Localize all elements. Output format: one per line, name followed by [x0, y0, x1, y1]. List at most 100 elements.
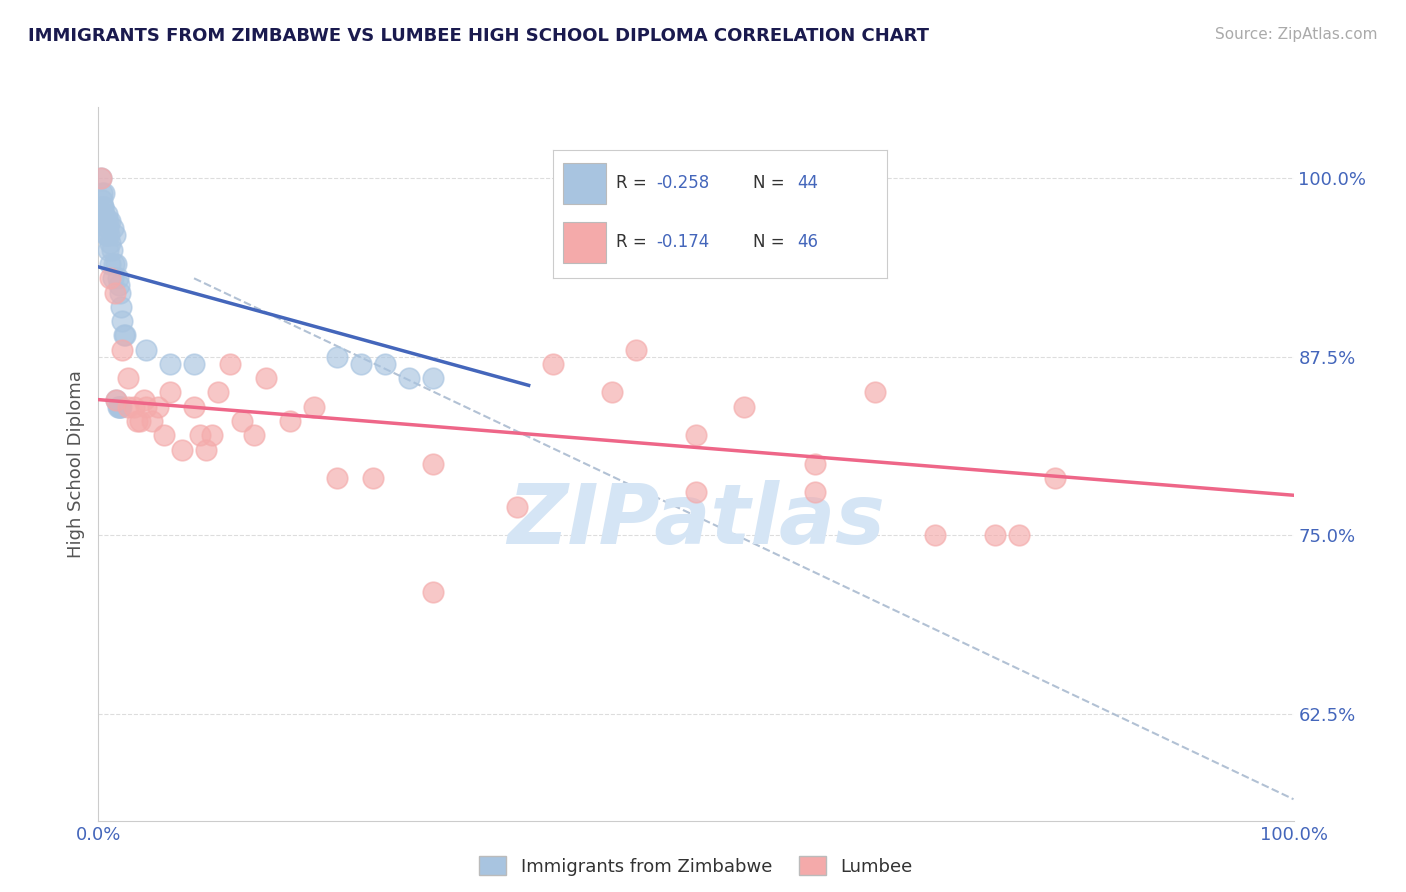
Point	[135, 343, 157, 357]
Point	[94, 228, 117, 243]
Text: N =: N =	[754, 234, 790, 252]
Point	[107, 400, 129, 414]
Point	[302, 400, 325, 414]
Point	[93, 207, 115, 221]
Point	[108, 400, 131, 414]
Point	[105, 392, 128, 407]
Point	[132, 392, 155, 407]
Point	[124, 400, 146, 414]
Point	[91, 200, 114, 214]
Point	[97, 221, 120, 235]
Point	[114, 328, 136, 343]
Text: Source: ZipAtlas.com: Source: ZipAtlas.com	[1215, 27, 1378, 42]
Point	[103, 257, 125, 271]
Point	[105, 392, 128, 407]
Point	[91, 193, 114, 207]
Text: R =: R =	[616, 234, 652, 252]
Point	[117, 371, 139, 385]
Point	[98, 214, 122, 228]
Point	[97, 214, 120, 228]
Point	[100, 243, 122, 257]
Point	[129, 414, 152, 428]
Point	[125, 414, 148, 428]
Point	[105, 257, 128, 271]
Point	[398, 371, 420, 385]
Point	[90, 171, 112, 186]
Point	[326, 350, 349, 364]
Point	[541, 357, 564, 371]
Point	[148, 400, 170, 414]
Text: N =: N =	[754, 174, 790, 193]
Text: ZIPatlas: ZIPatlas	[508, 481, 884, 561]
Point	[141, 414, 163, 428]
Point	[110, 400, 132, 414]
Point	[97, 243, 120, 257]
Point	[194, 442, 217, 457]
Point	[96, 228, 118, 243]
Point	[98, 228, 121, 243]
Point	[422, 371, 444, 385]
Point	[183, 400, 205, 414]
Bar	[562, 222, 606, 263]
Point	[924, 528, 946, 542]
Point	[685, 428, 707, 442]
Point	[101, 271, 124, 285]
Point	[207, 385, 229, 400]
Point	[183, 357, 205, 371]
Point	[91, 200, 114, 214]
Text: 46: 46	[797, 234, 818, 252]
Point	[96, 207, 118, 221]
Point	[172, 442, 194, 457]
Point	[159, 357, 181, 371]
Point	[111, 343, 134, 357]
Point	[231, 414, 253, 428]
Point	[117, 400, 139, 414]
Bar	[562, 162, 606, 203]
Point	[94, 214, 117, 228]
Point	[104, 228, 127, 243]
Point	[624, 343, 647, 357]
Point	[422, 585, 444, 599]
Point	[93, 186, 115, 200]
Point	[1043, 471, 1066, 485]
Point	[101, 221, 124, 235]
Point	[111, 314, 134, 328]
Point	[278, 414, 301, 428]
Point	[108, 285, 131, 300]
Point	[983, 528, 1005, 542]
Point	[104, 285, 127, 300]
Point	[326, 471, 349, 485]
Point	[112, 328, 135, 343]
Point	[98, 235, 122, 250]
Point	[350, 357, 373, 371]
Point	[254, 371, 277, 385]
Point	[422, 457, 444, 471]
Point	[733, 400, 755, 414]
Point	[107, 400, 129, 414]
Point	[107, 271, 129, 285]
Text: 44: 44	[797, 174, 818, 193]
Point	[90, 171, 112, 186]
Point	[1007, 528, 1029, 542]
Point	[201, 428, 224, 442]
Point	[98, 257, 122, 271]
Point	[159, 385, 181, 400]
Point	[600, 385, 623, 400]
Point	[863, 385, 886, 400]
Point	[506, 500, 529, 514]
Legend: Immigrants from Zimbabwe, Lumbee: Immigrants from Zimbabwe, Lumbee	[472, 849, 920, 883]
Text: R =: R =	[616, 174, 652, 193]
Point	[804, 457, 827, 471]
Y-axis label: High School Diploma: High School Diploma	[66, 370, 84, 558]
Text: IMMIGRANTS FROM ZIMBABWE VS LUMBEE HIGH SCHOOL DIPLOMA CORRELATION CHART: IMMIGRANTS FROM ZIMBABWE VS LUMBEE HIGH …	[28, 27, 929, 45]
Point	[363, 471, 385, 485]
Text: -0.174: -0.174	[657, 234, 710, 252]
Point	[135, 400, 157, 414]
Point	[374, 357, 396, 371]
Point	[107, 278, 129, 293]
Point	[685, 485, 707, 500]
Point	[98, 271, 122, 285]
Text: -0.258: -0.258	[657, 174, 710, 193]
Point	[91, 186, 114, 200]
Point	[188, 428, 211, 442]
